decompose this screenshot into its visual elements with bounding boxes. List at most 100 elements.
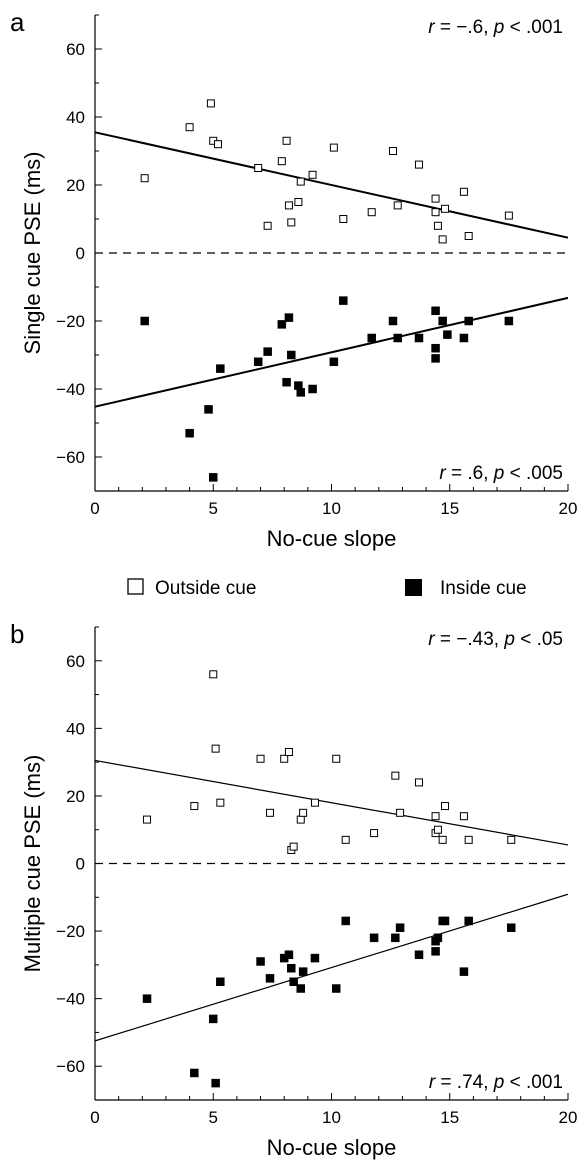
y-tick-label: −60 — [56, 448, 85, 467]
panel-a: 0 5 10 15 20 −60 −40 −20 0 20 40 60 No-cue slope Sing… — [10, 7, 577, 551]
data-point-outside-cue — [185, 123, 194, 132]
data-point-outside-cue — [507, 835, 516, 844]
x-tick-label: 10 — [322, 1108, 341, 1127]
stat-annotation-outside: r = −.6, p < .001 — [428, 17, 563, 38]
data-point-outside-cue — [284, 748, 293, 757]
data-point-inside-cue — [369, 933, 379, 943]
x-axis-label: No-cue slope — [267, 526, 397, 551]
data-point-inside-cue — [388, 316, 398, 326]
y-tick-label: 40 — [66, 719, 85, 738]
data-point-inside-cue — [414, 333, 424, 343]
data-point-outside-cue — [504, 211, 513, 220]
data-point-inside-cue — [339, 296, 348, 305]
x-tick-label: 15 — [440, 499, 459, 518]
data-point-outside-cue — [431, 208, 440, 217]
legend-inside-label: Inside cue — [440, 578, 527, 599]
y-axis-label: Single cue PSE (ms) — [20, 152, 45, 355]
y-tick-label: 40 — [66, 108, 85, 127]
panel-b: 0 5 10 15 20 −60 −40 −20 0 20 40 60 No-cue slope Mult… — [10, 619, 577, 1160]
y-tick-label: −40 — [56, 380, 85, 399]
data-point-inside-cue — [329, 357, 339, 367]
data-point-outside-cue — [289, 842, 298, 851]
data-point-inside-cue — [284, 313, 294, 322]
data-point-inside-cue — [341, 916, 350, 926]
y-tick-label: −60 — [56, 1057, 85, 1076]
data-point-inside-cue — [256, 957, 265, 966]
data-point-inside-cue — [431, 354, 440, 363]
data-point-outside-cue — [216, 798, 225, 807]
data-point-outside-cue — [438, 235, 447, 244]
data-point-outside-cue — [433, 825, 442, 834]
data-point-outside-cue — [441, 204, 450, 213]
x-axis-label: No-cue slope — [267, 1135, 397, 1160]
data-point-inside-cue — [185, 428, 194, 438]
data-point-outside-cue — [294, 198, 303, 206]
data-point-inside-cue — [287, 963, 296, 973]
data-point-inside-cue — [211, 1078, 220, 1088]
data-point-outside-cue — [341, 835, 350, 844]
data-point-inside-cue — [459, 967, 469, 976]
data-point-inside-cue — [431, 306, 440, 316]
legend: Outside cue Inside cue — [127, 578, 527, 599]
y-tick-label: 20 — [66, 176, 85, 195]
data-point-outside-cue — [299, 808, 308, 817]
data-point-outside-cue — [415, 160, 424, 169]
data-point-outside-cue — [263, 221, 272, 230]
data-point-inside-cue — [142, 994, 152, 1003]
regression-line — [94, 759, 569, 846]
data-point-outside-cue — [332, 754, 341, 763]
y-tick-label: −20 — [56, 922, 85, 941]
data-point-inside-cue — [331, 984, 341, 993]
data-point-inside-cue — [263, 347, 272, 356]
data-point-outside-cue — [464, 232, 473, 240]
data-point-inside-cue — [253, 357, 263, 367]
data-point-inside-cue — [265, 974, 275, 983]
y-tick-label: 60 — [66, 40, 85, 59]
data-point-inside-cue — [277, 320, 287, 329]
data-point-inside-cue — [506, 923, 516, 932]
data-point-outside-cue — [209, 670, 218, 679]
data-point-inside-cue — [204, 405, 213, 414]
data-point-outside-cue — [310, 798, 319, 807]
y-tick-label: 0 — [76, 855, 85, 874]
data-point-inside-cue — [440, 916, 450, 926]
data-point-inside-cue — [287, 350, 296, 360]
data-point-inside-cue — [391, 933, 400, 943]
data-point-outside-cue — [396, 808, 405, 817]
x-tick-label: 5 — [209, 1108, 218, 1127]
data-point-outside-cue — [296, 815, 305, 824]
data-point-inside-cue — [431, 343, 440, 353]
data-point-inside-cue — [433, 933, 443, 943]
data-point-outside-cue — [206, 99, 215, 108]
x-tick-label: 15 — [440, 1108, 459, 1127]
data-point-outside-cue — [433, 221, 442, 230]
data-point-inside-cue — [414, 950, 424, 959]
data-point-outside-cue — [431, 194, 440, 203]
x-tick-label: 5 — [209, 499, 218, 518]
y-axis-label: Multiple cue PSE (ms) — [20, 755, 45, 973]
data-point-inside-cue — [464, 316, 473, 326]
data-point-outside-cue — [254, 164, 263, 172]
data-point-outside-cue — [213, 140, 222, 149]
data-point-outside-cue — [140, 174, 149, 183]
data-point-outside-cue — [339, 215, 348, 223]
data-point-outside-cue — [190, 802, 199, 811]
data-point-inside-cue — [216, 364, 225, 373]
data-point-outside-cue — [391, 771, 400, 780]
y-tick-label: 0 — [76, 244, 85, 263]
data-point-outside-cue — [441, 802, 450, 811]
y-tick-label: −40 — [56, 990, 85, 1009]
data-point-outside-cue — [388, 147, 397, 155]
x-tick-label: 20 — [559, 499, 578, 518]
data-point-outside-cue — [211, 744, 220, 753]
data-point-inside-cue — [190, 1068, 199, 1078]
data-point-inside-cue — [140, 316, 149, 326]
x-tick-label: 10 — [322, 499, 341, 518]
data-point-inside-cue — [308, 384, 317, 394]
data-point-inside-cue — [393, 333, 402, 343]
regression-line — [94, 296, 569, 408]
data-point-inside-cue — [284, 950, 294, 959]
data-point-outside-cue — [256, 754, 265, 763]
data-point-outside-cue — [282, 136, 291, 145]
